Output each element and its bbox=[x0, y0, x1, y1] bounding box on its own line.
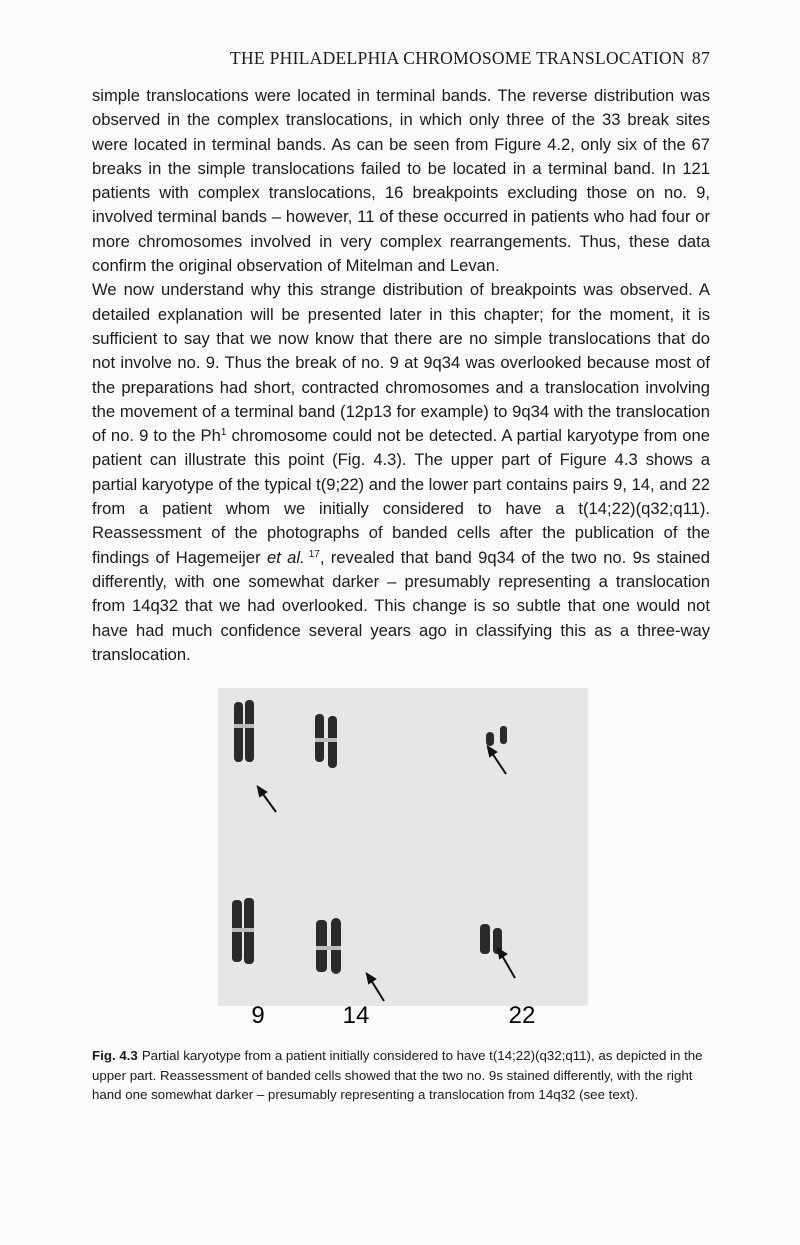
caption-text: Partial karyotype from a patient initial… bbox=[92, 1048, 703, 1102]
paragraph: We now understand why this strange distr… bbox=[92, 278, 710, 667]
arrows bbox=[256, 744, 516, 1002]
running-header: THE PHILADELPHIA CHROMOSOME TRANSLOCATIO… bbox=[230, 48, 710, 69]
chromosome-bands bbox=[232, 724, 341, 950]
caption-label: Fig. 4.3 bbox=[92, 1048, 138, 1063]
superscript: 1 bbox=[220, 427, 227, 439]
chromosome-label: 22 bbox=[509, 1002, 536, 1029]
text: , revealed that band 9q34 of the two no.… bbox=[92, 547, 711, 664]
superscript: 17 bbox=[308, 548, 320, 560]
header-title: THE PHILADELPHIA CHROMOSOME TRANSLOCATIO… bbox=[230, 48, 685, 68]
paragraph: simple translocations were located in te… bbox=[92, 86, 710, 276]
text: chromosome could not be detected. A part… bbox=[92, 426, 711, 567]
body-text: simple translocations were located in te… bbox=[92, 84, 710, 667]
page-number: 87 bbox=[691, 48, 710, 68]
karyotype-figure: 9 14 22 bbox=[218, 688, 588, 1029]
photo-background bbox=[218, 688, 588, 1006]
chromosome-label: 9 bbox=[251, 1002, 264, 1029]
chromosome-label: 14 bbox=[343, 1002, 370, 1029]
text: We now understand why this strange distr… bbox=[92, 280, 710, 446]
italic-text: et al. bbox=[266, 547, 305, 567]
figure-caption: Fig. 4.3 Partial karyotype from a patient… bbox=[92, 1046, 712, 1105]
